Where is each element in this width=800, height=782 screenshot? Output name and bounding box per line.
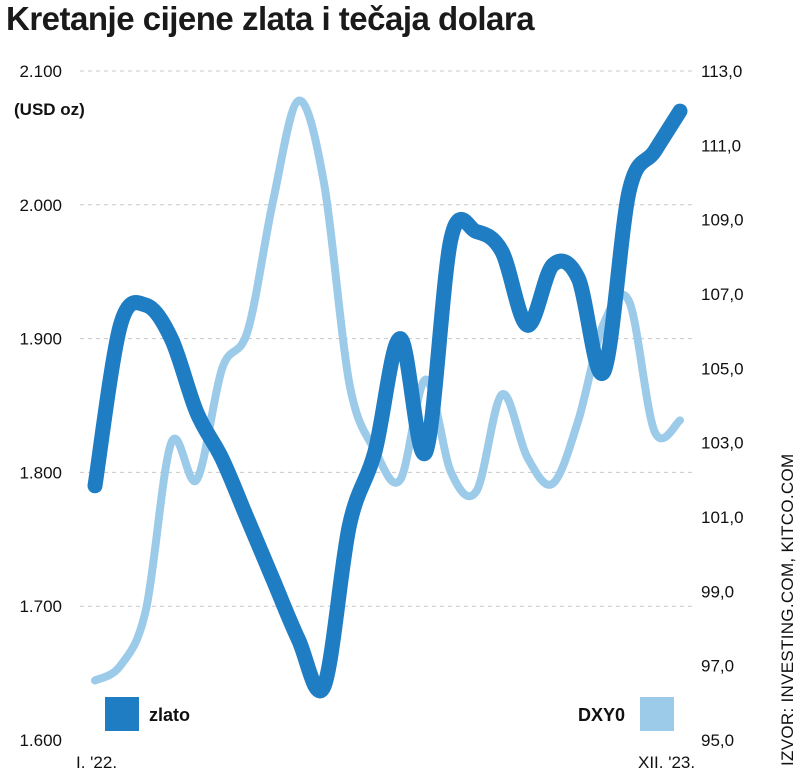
- left-tick-label: 2.000: [19, 196, 62, 215]
- right-tick-label: 111,0: [701, 136, 741, 155]
- left-tick-label: 1.600: [19, 731, 62, 750]
- right-axis-ticks: 95,0 97,0 99,0 101,0 103,0 105,0 107,0 109,0 111…: [701, 62, 744, 750]
- left-tick-label: 1.700: [19, 597, 62, 616]
- source-credit: IZVOR: INVESTING.COM, KITCO.COM: [778, 454, 797, 766]
- right-tick-label: 97,0: [701, 657, 734, 676]
- chart-title: Kretanje cijene zlata i tečaja dolara: [6, 0, 535, 37]
- right-tick-label: 101,0: [701, 508, 744, 527]
- right-tick-label: 107,0: [701, 285, 744, 304]
- series-lines: [87, 96, 688, 699]
- right-tick-label: 113,0: [701, 62, 742, 81]
- right-tick-label: 95,0: [701, 731, 734, 750]
- legend-label-dxy0: DXY0: [578, 705, 625, 725]
- legend-swatch-zlato: [105, 697, 139, 731]
- legend: zlato DXY0: [105, 697, 674, 731]
- right-tick-label: 99,0: [701, 582, 734, 601]
- left-tick-label: 2.100: [19, 62, 62, 81]
- legend-label-zlato: zlato: [149, 705, 190, 725]
- right-tick-label: 105,0: [701, 359, 744, 378]
- x-label-start: I. '22.: [76, 753, 117, 772]
- series-line-zlato: [87, 103, 688, 699]
- right-tick-label: 109,0: [701, 211, 744, 230]
- left-tick-label: 1.900: [19, 330, 62, 349]
- left-axis-ticks: 1.600 1.700 1.800 1.900 2.000 2.100: [19, 62, 62, 750]
- x-label-end: XII. '23.: [638, 753, 695, 772]
- left-axis-unit-label: (USD oz): [14, 100, 85, 119]
- right-tick-label: 103,0: [701, 434, 744, 453]
- legend-swatch-dxy0: [640, 697, 674, 731]
- left-tick-label: 1.800: [19, 463, 62, 482]
